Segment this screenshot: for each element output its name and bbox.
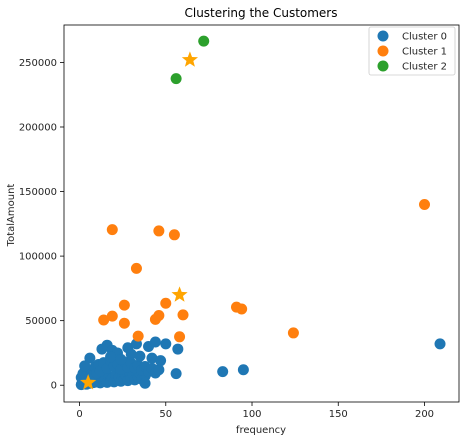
plot-frame — [63, 24, 460, 403]
centroid-star-marker — [80, 374, 97, 390]
x-tick-label: 0 — [76, 409, 82, 420]
y-tick-label: 250000 — [19, 58, 57, 69]
cluster-1-point — [153, 225, 165, 237]
legend: Cluster 0 Cluster 1 Cluster 2 — [368, 26, 456, 76]
cluster-1-point — [118, 317, 130, 329]
legend-marker — [377, 45, 389, 57]
cluster-1-point — [106, 310, 118, 322]
cluster-0-point — [134, 350, 146, 362]
cluster-1-point — [236, 303, 248, 315]
y-tick-label: 100000 — [19, 252, 57, 263]
cluster-0-point — [237, 364, 249, 376]
cluster-0-point — [155, 355, 167, 367]
cluster-0-point — [172, 343, 184, 355]
y-tick-label: 150000 — [19, 187, 57, 198]
centroid-star-marker — [181, 51, 198, 67]
cluster-0-point — [84, 352, 96, 364]
cluster-0-point — [149, 336, 161, 348]
y-tick-label: 50000 — [25, 316, 57, 327]
y-tick-label: 200000 — [19, 122, 57, 133]
cluster-1-point — [98, 314, 110, 326]
legend-box — [368, 26, 456, 76]
cluster-1-point — [160, 297, 172, 309]
cluster-0-point — [434, 338, 446, 350]
chart-title: Clustering the Customers — [184, 6, 337, 20]
cluster-0-point — [115, 353, 127, 365]
cluster-1-point — [132, 330, 144, 342]
x-tick-label: 50 — [159, 409, 172, 420]
x-tick-label: 200 — [415, 409, 434, 420]
x-axis-label: frequency — [236, 425, 286, 436]
cluster-0-point — [139, 377, 151, 389]
legend-marker — [377, 30, 389, 42]
cluster-1-point — [174, 331, 186, 343]
legend-marker — [377, 60, 389, 72]
cluster-0-point — [125, 348, 137, 360]
cluster-0-point — [217, 366, 229, 378]
legend-label: Cluster 0 — [402, 32, 447, 43]
cluster-0-point — [153, 364, 165, 376]
cluster-0-point — [160, 338, 172, 350]
cluster-2-point — [198, 35, 210, 47]
legend-label: Cluster 1 — [402, 47, 447, 58]
cluster-1-point — [106, 224, 118, 236]
cluster-1-point — [287, 327, 299, 339]
plot-area: 0 50 100 150 200 0 50000 100000 150000 200000 2500… — [19, 24, 460, 420]
y-tick-label: 0 — [51, 381, 57, 392]
legend-label: Cluster 2 — [402, 62, 447, 73]
cluster-0-point — [79, 360, 91, 372]
cluster-1-point — [419, 198, 431, 210]
x-tick-label: 150 — [329, 409, 348, 420]
cluster-0-point — [146, 352, 158, 364]
cluster-2-point — [170, 73, 182, 85]
cluster-1-point — [177, 309, 189, 321]
centroid-star-marker — [171, 286, 188, 302]
cluster-1-point — [168, 229, 180, 241]
cluster-1-point — [153, 309, 165, 321]
cluster-0-point — [105, 351, 117, 363]
x-tick-label: 100 — [242, 409, 261, 420]
y-axis-label: TotalAmount — [6, 184, 17, 248]
cluster-1-point — [130, 262, 142, 274]
cluster-0-point — [170, 368, 182, 380]
cluster-1-point — [118, 299, 130, 311]
